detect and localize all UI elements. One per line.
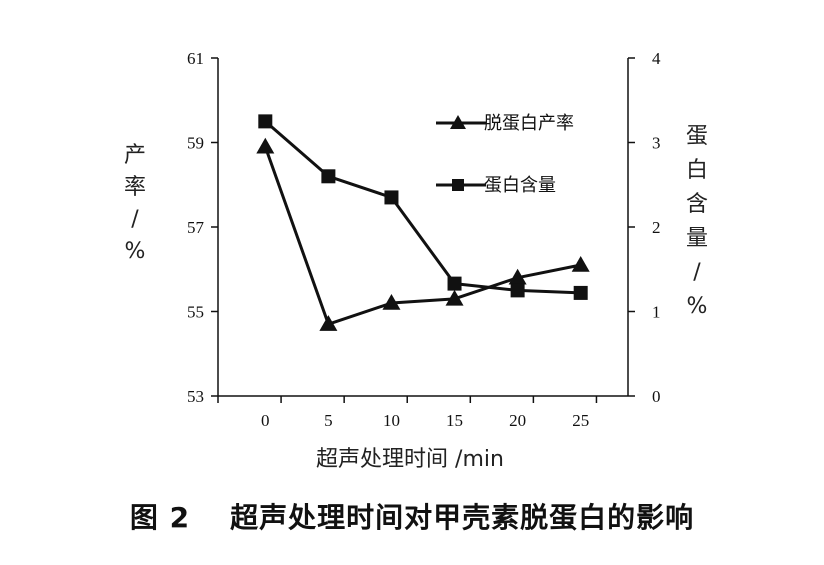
left-axis-title-char: / <box>131 207 139 232</box>
square-marker <box>384 190 399 205</box>
triangle-marker <box>445 289 464 306</box>
right-axis-title-char: 蛋 <box>686 124 708 149</box>
legend-square-marker <box>452 179 464 191</box>
x-tick-label: 0 <box>261 411 270 430</box>
left-tick-label: 53 <box>187 387 204 406</box>
triangle-marker <box>571 256 590 272</box>
figure-number: 图 2 <box>129 501 191 534</box>
square-marker <box>447 276 462 291</box>
legend-label: 脱蛋白产率 <box>484 113 574 134</box>
legend-label: 蛋白含量 <box>484 175 556 196</box>
left-tick-label: 59 <box>187 134 204 153</box>
square-marker <box>573 285 588 300</box>
series-markers <box>256 114 590 331</box>
axis-labels: 产率 /% 蛋白含量 /% 超声处理时间 /min <box>124 124 708 472</box>
right-axis-title-char: 含 <box>686 192 708 217</box>
right-axis-title-char: % <box>687 294 708 319</box>
left-tick-label: 61 <box>187 49 204 68</box>
right-tick-label: 3 <box>652 134 661 153</box>
axes: 53 55 57 59 61 0 1 2 3 4 0 5 10 15 20 25 <box>187 49 661 430</box>
series-lines <box>263 120 581 326</box>
right-tick-label: 0 <box>652 387 661 406</box>
square-marker <box>321 169 336 184</box>
right-tick-label: 4 <box>652 49 661 68</box>
right-axis-title-char: 量 <box>686 226 708 251</box>
series-line-2 <box>264 120 581 295</box>
x-tick-label: 15 <box>446 411 463 430</box>
right-axis-title-char: 白 <box>686 158 708 183</box>
left-tick-label: 55 <box>187 303 204 322</box>
square-marker <box>510 283 525 298</box>
x-tick-label: 25 <box>572 411 589 430</box>
figure-title: 超声处理时间对甲壳素脱蛋白的影响 <box>230 501 695 534</box>
x-tick-label: 5 <box>324 411 333 430</box>
left-axis-title-char: 产 <box>124 143 146 168</box>
right-axis-title-char: / <box>693 260 701 285</box>
series-line-1 <box>263 146 581 326</box>
triangle-marker <box>319 315 338 331</box>
triangle-marker <box>256 137 275 154</box>
x-tick-label: 20 <box>509 411 526 430</box>
right-tick-label: 2 <box>652 218 661 237</box>
left-axis-title-char: 率 <box>124 175 146 200</box>
triangle-marker <box>508 268 527 285</box>
figure-caption: 图 2 超声处理时间对甲壳素脱蛋白的影响 <box>0 496 824 536</box>
square-marker <box>258 114 273 129</box>
left-tick-label: 57 <box>187 218 205 237</box>
x-tick-label: 10 <box>383 411 400 430</box>
triangle-marker <box>382 294 401 310</box>
right-tick-label: 1 <box>652 303 661 322</box>
legend-triangle-marker <box>450 115 466 129</box>
x-axis-title: 超声处理时间 /min <box>316 447 504 472</box>
left-axis-title-char: % <box>125 239 146 264</box>
